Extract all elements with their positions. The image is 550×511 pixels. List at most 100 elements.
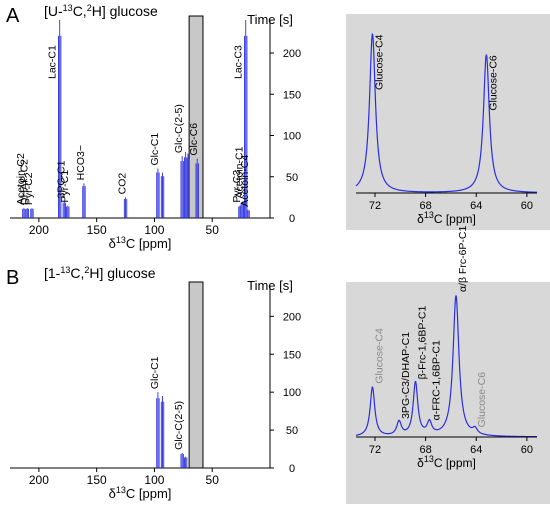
- x-tick-label: 150: [87, 223, 107, 237]
- inset-spectrum-line: [355, 32, 538, 193]
- xlabel-sup: 13: [116, 235, 126, 245]
- peak-label: Pyr-C2: [23, 172, 35, 205]
- title-sup: 13: [60, 265, 70, 275]
- peak-label: Glc-C1: [149, 133, 161, 166]
- y-axis-label: Time [s]: [247, 278, 293, 293]
- spectral-peak: [82, 183, 86, 218]
- inset-x-tick-label: 64: [470, 444, 482, 456]
- inset-peak-label: α-FRC-1,6BP-C1: [430, 340, 442, 420]
- y-tick-label: 200: [283, 48, 301, 60]
- spectral-peak: [180, 156, 184, 218]
- title-part: [U-: [44, 3, 63, 19]
- spectral-peak: [156, 392, 160, 468]
- xlabel-sup: 13: [116, 485, 126, 495]
- inset-panel: 72 68 64 60 δ13C [ppm] Glucose-C4 Glucose-C6: [346, 14, 550, 230]
- peak-label: Pyr-C1: [59, 170, 71, 203]
- spectral-peak: [240, 201, 244, 218]
- inset-peak-label: Glucose-C4: [373, 328, 385, 384]
- x-tick-label: 100: [144, 473, 164, 487]
- inset-xlabel-part: C [ppm]: [434, 456, 476, 470]
- spectral-peak: [58, 20, 62, 218]
- inset-spectrum-line: [355, 295, 537, 438]
- spectral-peak: [30, 208, 34, 218]
- y-tick-label: 0: [289, 213, 295, 225]
- y-tick-label: 0: [289, 463, 295, 475]
- chart-title: [U-13C,2H] glucose: [44, 3, 158, 19]
- y-tick-label: 150: [283, 349, 301, 361]
- title-part: [1-: [44, 265, 61, 281]
- spectral-peak: [180, 452, 184, 468]
- inset-xlabel-part: δ: [417, 456, 424, 470]
- x-axis-label: δ13C [ppm]: [109, 235, 172, 251]
- inset-x-tick-label: 64: [470, 200, 482, 212]
- peak-label: 3PG-C1: [55, 160, 67, 198]
- peak-label: Glc-C1: [149, 356, 161, 389]
- inset-peak-label: Glucose-C6: [487, 55, 499, 111]
- inset-peak-label: Glucose-C6: [476, 372, 488, 428]
- title-part: C,: [73, 3, 87, 19]
- peak-label: Glc-C(2-5): [173, 401, 185, 450]
- x-tick-label: 150: [87, 473, 107, 487]
- spectral-peak: [25, 208, 29, 218]
- spectral-peak: [66, 205, 70, 218]
- title-part: H] glucose: [89, 265, 155, 281]
- inset-peak-label: β-Frc-1,6BP-C1: [416, 306, 428, 380]
- spectral-peak: [62, 201, 66, 218]
- shaded-region: [188, 281, 204, 469]
- x-tick-label: 50: [206, 223, 220, 237]
- inset-background: [346, 282, 550, 504]
- spectral-peak: [195, 158, 199, 218]
- title-sup: 2: [87, 3, 92, 13]
- title-sup: 13: [63, 3, 73, 13]
- peak-label: Lac-C1: [47, 45, 59, 79]
- y-tick-label: 50: [286, 172, 298, 184]
- peak-label: Acetoin-C1: [233, 146, 245, 198]
- x-tick-label: 200: [29, 223, 49, 237]
- y-tick-label: 200: [283, 311, 301, 323]
- x-axis-label: δ13C [ppm]: [109, 485, 172, 501]
- inset-panel: 72 68 64 60 δ13C [ppm] Glucose-C4 3PG-C3/DHAP-…: [346, 225, 550, 504]
- inset-xlabel-sup: 13: [424, 210, 434, 220]
- peak-label: Glc-C(2-5): [173, 104, 185, 153]
- spectral-peak: [156, 168, 160, 218]
- x-tick-label: 200: [29, 473, 49, 487]
- xlabel-part: δ: [109, 236, 116, 251]
- inset-peak-label: α/β Frc-6P-C1: [457, 225, 469, 292]
- x-tick-label: 50: [206, 473, 220, 487]
- inset-x-tick-label: 60: [521, 200, 533, 212]
- spectral-peak: [244, 20, 248, 218]
- title-sup: 2: [84, 265, 89, 275]
- inset-x-tick-label: 68: [419, 200, 431, 212]
- title-part: H] glucose: [92, 3, 158, 19]
- inset-xlabel-sup: 13: [424, 454, 434, 464]
- spectral-peak: [160, 172, 165, 218]
- chart-title: [1-13C,2H] glucose: [44, 265, 156, 281]
- panel-label: A: [6, 5, 20, 27]
- peak-label: Acetoin-C2: [15, 153, 27, 205]
- y-axis-label: Time [s]: [247, 12, 293, 27]
- inset-x-tick-label: 72: [369, 200, 381, 212]
- spectral-peak: [246, 209, 250, 218]
- inset-x-axis-label: δ13C [ppm]: [417, 454, 476, 470]
- peak-label: HCO3−: [75, 145, 87, 180]
- inset-x-tick-label: 60: [521, 444, 533, 456]
- xlabel-part: C [ppm]: [126, 486, 172, 501]
- inset-peak-label: 3PG-C3/DHAP-C1: [400, 332, 412, 419]
- xlabel-part: δ: [109, 486, 116, 501]
- inset-x-tick-label: 68: [419, 444, 431, 456]
- xlabel-part: C [ppm]: [126, 236, 172, 251]
- spectral-peak: [160, 395, 165, 468]
- inset-peak-label: Glucose-C4: [373, 34, 385, 90]
- title-part: C,: [70, 265, 84, 281]
- peak-label: DHAP-C2: [18, 159, 30, 205]
- panel-label: B: [6, 267, 19, 289]
- peak-label: Pyr-C3: [231, 170, 243, 203]
- y-tick-label: 50: [286, 425, 298, 437]
- peak-label: Lac-C3: [233, 45, 245, 79]
- y-tick-label: 100: [283, 131, 301, 143]
- spectral-peak: [123, 197, 128, 218]
- inset-x-tick-label: 72: [369, 444, 381, 456]
